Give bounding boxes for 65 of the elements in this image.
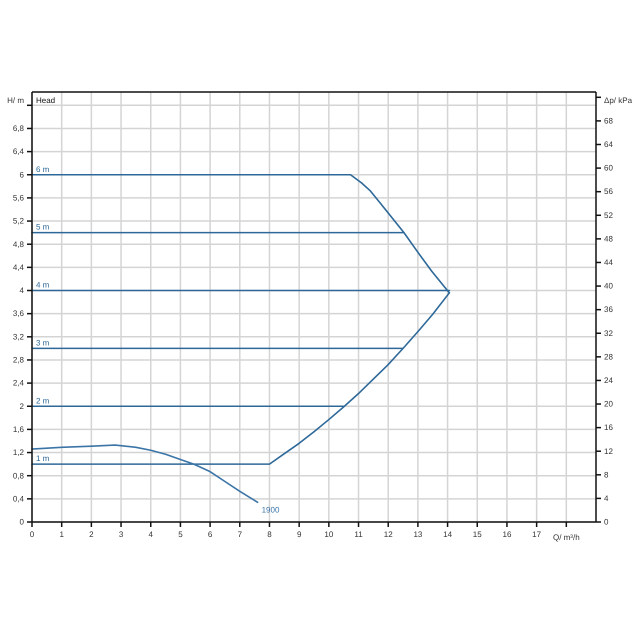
y-axis-title: H/ m [7, 96, 24, 105]
y-tick-label: 2,4 [12, 378, 25, 388]
y2-tick-label: 40 [604, 282, 614, 291]
x-tick-label: 13 [413, 530, 423, 540]
y-tick-label: 0,8 [12, 471, 25, 480]
y-tick-label: 6,8 [12, 124, 25, 134]
y2-tick-label: 24 [604, 376, 614, 385]
x-tick-label: 12 [384, 530, 394, 540]
y2-tick-label: 52 [604, 210, 614, 220]
y-tick-label: 1,2 [12, 448, 25, 458]
y2-tick-label: 16 [604, 423, 614, 432]
x-tick-label: 10 [324, 530, 334, 540]
y2-tick-label: 64 [604, 140, 614, 150]
y2-tick-label: 68 [604, 116, 614, 126]
series-label: 4 m [36, 280, 50, 290]
x-tick-label: 1 [59, 530, 64, 540]
x-tick-label: 17 [532, 530, 542, 540]
y-tick-label: 3,6 [12, 309, 25, 318]
y-tick-label: 3,2 [12, 332, 25, 342]
x-tick-label: 9 [296, 530, 302, 540]
y-tick-label: 1,6 [12, 424, 25, 434]
y2-tick-label: 28 [604, 352, 614, 362]
y2-tick-label: 4 [604, 494, 609, 503]
x-tick-label: 6 [208, 530, 213, 540]
y2-tick-label: 0 [604, 518, 609, 527]
y2-tick-label: 8 [604, 470, 609, 480]
y-tick-label: 4,4 [12, 262, 25, 272]
y2-tick-label: 36 [604, 305, 614, 314]
x-tick-label: 16 [502, 530, 512, 540]
y2-tick-label: 12 [604, 446, 614, 456]
series-label: 1 m [36, 454, 50, 464]
y2-tick-label: 56 [604, 187, 614, 196]
series-label: 5 m [36, 222, 50, 232]
series-label: 6 m [36, 164, 50, 174]
y-tick-label: 6 [20, 170, 25, 180]
y-tick-label: 0 [20, 518, 25, 527]
annotation: Head [36, 96, 56, 105]
y-tick-label: 4 [20, 286, 25, 296]
y2-tick-label: 48 [604, 234, 614, 244]
x-tick-label: 8 [267, 530, 272, 540]
y-tick-label: 6,4 [12, 147, 25, 156]
y-tick-label: 2,8 [12, 356, 25, 365]
x-tick-label: 15 [472, 530, 482, 540]
x-tick-label: 5 [178, 530, 184, 540]
y-tick-label: 4,8 [12, 240, 25, 249]
x-tick-label: 4 [148, 530, 154, 540]
x-tick-label: 3 [118, 530, 124, 540]
y-tick-label: 5,2 [12, 216, 25, 226]
y2-tick-label: 44 [604, 258, 614, 268]
y-tick-label: 0,4 [12, 494, 25, 504]
x-tick-label: 0 [30, 530, 35, 540]
y-tick-label: 5,6 [12, 193, 25, 202]
series-label: 3 m [36, 338, 50, 348]
x-tick-label: 11 [354, 530, 364, 540]
y2-axis-title: Δp/ kPa [604, 96, 633, 105]
x-tick-label: 7 [238, 530, 243, 540]
y2-tick-label: 60 [604, 164, 614, 173]
series-label: 2 m [36, 396, 50, 406]
y2-tick-label: 20 [604, 400, 614, 409]
x-tick-label: 14 [443, 530, 453, 540]
series-label: 1900 [262, 505, 280, 514]
x-tick-label: 2 [89, 530, 94, 540]
y2-tick-label: 32 [604, 328, 614, 338]
x-axis-title: Q/ m³/h [552, 533, 580, 542]
y-tick-label: 2 [20, 402, 25, 411]
